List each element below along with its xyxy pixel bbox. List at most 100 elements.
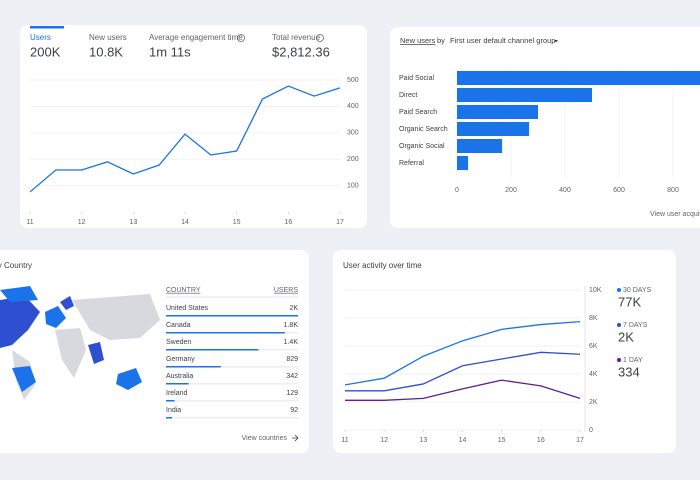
metric-label: Total revenue xyxy=(272,33,321,42)
country-name: Sweden xyxy=(166,339,191,346)
legend-dot xyxy=(617,288,621,292)
category-label: Direct xyxy=(399,92,417,99)
chart-title-part: by xyxy=(437,36,445,45)
x-tick-label: 14 xyxy=(459,437,467,444)
y-tick-label: 10K xyxy=(589,287,602,294)
link-arrow xyxy=(292,434,299,442)
legend-label: 1 DAY xyxy=(623,357,643,364)
bar xyxy=(457,88,592,102)
category-label: Organic Search xyxy=(399,126,448,133)
selected-tab-indicator xyxy=(30,26,64,29)
country-users: 342 xyxy=(286,373,298,380)
card-title: Users by Country xyxy=(0,261,32,270)
series-line xyxy=(345,351,581,392)
country-name: Australia xyxy=(166,373,193,380)
y-tick-label: 100 xyxy=(347,182,359,189)
overview-content: Users 200K New users 10.8K Average engagemen… xyxy=(26,33,358,226)
help-icon xyxy=(237,34,245,42)
world-map xyxy=(0,286,160,400)
metric-label: Average engagement time xyxy=(149,33,243,42)
country-name: Germany xyxy=(166,356,195,363)
legend-total: 2K xyxy=(618,329,634,344)
y-tick-label: 400 xyxy=(347,103,359,110)
bar xyxy=(166,366,221,368)
metric-value: 1m 11s xyxy=(149,44,191,59)
legend-dot xyxy=(617,358,621,362)
category-label: Paid Search xyxy=(399,109,437,116)
x-tick-label: 16 xyxy=(537,437,545,444)
dropdown-arrow xyxy=(554,40,558,43)
link[interactable]: View user acquisition xyxy=(650,211,700,218)
x-tick-label: 13 xyxy=(129,219,137,226)
country-users: 2K xyxy=(289,305,298,312)
country-name: India xyxy=(166,407,181,414)
bar xyxy=(166,383,189,385)
bar xyxy=(166,315,298,317)
x-tick-label: 0 xyxy=(455,187,459,194)
y-tick-label: 6K xyxy=(589,343,598,350)
bar xyxy=(166,417,173,419)
x-tick-label: 16 xyxy=(284,219,292,226)
column-header: COUNTRY xyxy=(166,287,201,294)
chart-title-part: First user default channel group xyxy=(450,36,555,45)
metric-value: 10.8K xyxy=(89,44,123,59)
bar xyxy=(457,139,503,153)
x-tick-label: 200 xyxy=(505,187,517,194)
metric-label: Users xyxy=(30,33,51,42)
metric-value: $2,812.36 xyxy=(272,44,330,59)
series-line xyxy=(29,85,341,193)
country-card xyxy=(0,250,309,453)
bar xyxy=(166,349,259,351)
country-users: 1.4K xyxy=(284,339,299,346)
country-name: Ireland xyxy=(166,390,188,397)
column-header: USERS xyxy=(274,287,298,294)
legend-dot xyxy=(617,323,621,327)
legend-label: 7 DAYS xyxy=(623,322,648,329)
y-tick-label: 300 xyxy=(347,130,359,137)
metric-value: 200K xyxy=(30,44,61,59)
bar-track xyxy=(166,417,298,419)
y-tick-label: 0 xyxy=(589,427,593,434)
x-tick-label: 12 xyxy=(380,437,388,444)
x-tick-label: 400 xyxy=(559,187,571,194)
activity-content: User activity over time 0 2K 4K 6K 8K 10K 11 12 1… xyxy=(341,261,651,444)
country-content: Users by Country COUNTRY USERS United State… xyxy=(0,261,299,442)
bar-track xyxy=(166,366,298,368)
link[interactable]: View countries xyxy=(242,435,288,442)
bar xyxy=(457,156,469,170)
series-line xyxy=(344,320,581,386)
y-tick-label: 200 xyxy=(347,156,359,163)
country-users: 129 xyxy=(286,390,298,397)
x-tick-label: 11 xyxy=(26,219,33,226)
help-icon xyxy=(316,34,324,42)
category-label: Paid Social xyxy=(399,75,434,82)
bar xyxy=(457,105,538,119)
chart-title-part: New users xyxy=(400,36,436,45)
y-tick-label: 2K xyxy=(589,399,598,406)
y-tick-label: 500 xyxy=(347,77,359,84)
country-name: United States xyxy=(166,305,209,312)
legend-total: 334 xyxy=(618,364,640,379)
category-label: Referral xyxy=(399,160,424,167)
x-tick-label: 11 xyxy=(341,437,348,444)
bar xyxy=(166,400,175,402)
x-tick-label: 15 xyxy=(498,437,506,444)
country-users: 92 xyxy=(290,407,298,414)
x-tick-label: 14 xyxy=(181,219,189,226)
y-tick-label: 8K xyxy=(589,315,598,322)
legend-label: 30 DAYS xyxy=(623,287,652,294)
x-tick-label: 12 xyxy=(78,219,86,226)
chart-title: User activity over time xyxy=(343,261,422,270)
acquisition-content: New users by First user default channel gr… xyxy=(399,36,700,218)
bar xyxy=(457,71,700,85)
bar-track xyxy=(166,383,298,385)
overview-card xyxy=(20,25,367,228)
bar xyxy=(457,122,530,136)
x-tick-label: 600 xyxy=(613,187,625,194)
y-tick-label: 4K xyxy=(589,371,598,378)
series-line xyxy=(345,379,581,401)
bar-track xyxy=(166,400,298,402)
x-tick-label: 15 xyxy=(233,219,241,226)
